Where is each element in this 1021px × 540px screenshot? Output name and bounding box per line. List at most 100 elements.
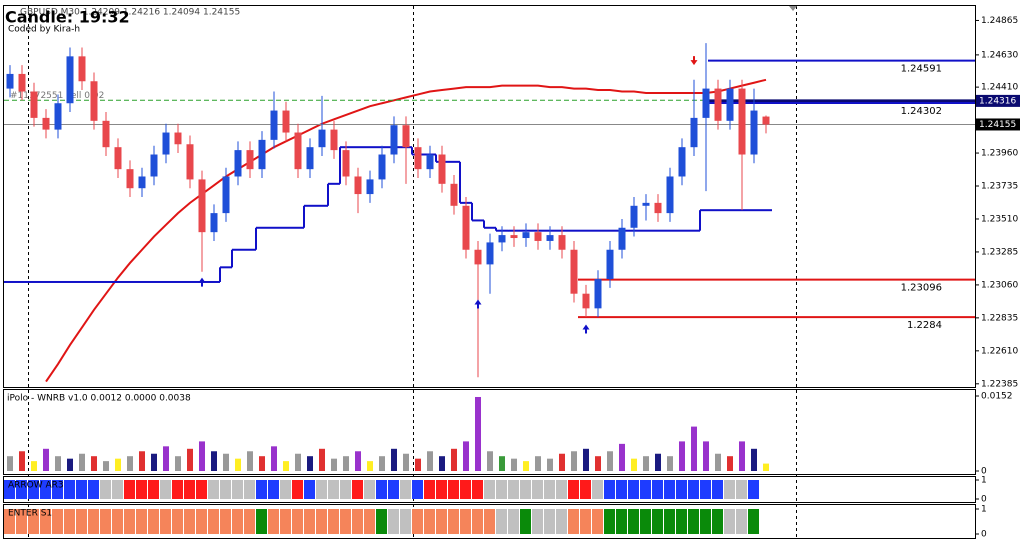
volume-bar xyxy=(619,443,625,471)
state-block xyxy=(88,509,99,534)
candle-body xyxy=(414,147,422,170)
state-block xyxy=(604,509,615,534)
state-block xyxy=(76,509,87,534)
volume-bar xyxy=(7,456,13,471)
state-block xyxy=(700,480,711,499)
volume-bar xyxy=(91,456,97,471)
volume-panel xyxy=(3,389,976,475)
state-block xyxy=(544,480,555,499)
volume-bar xyxy=(643,456,649,471)
volume-bar xyxy=(679,441,685,471)
volume-bar xyxy=(319,448,325,471)
volume-bar xyxy=(499,456,505,471)
y-tick-label: 1.22835 xyxy=(981,313,1018,323)
buy-arrow xyxy=(474,299,482,309)
annotation: Coded by Kira-h xyxy=(8,25,80,35)
state-block xyxy=(340,480,351,499)
candle-body xyxy=(198,179,206,233)
candle-body xyxy=(258,139,266,170)
enter-panel xyxy=(3,504,976,539)
volume-bar xyxy=(175,456,181,471)
candle-body xyxy=(102,120,110,148)
state-block xyxy=(220,480,231,499)
state-block xyxy=(436,509,447,534)
candle-body xyxy=(474,249,482,265)
candle-body xyxy=(702,88,710,118)
volume-bar xyxy=(655,453,661,471)
state-block xyxy=(748,509,759,534)
candle-body xyxy=(738,88,746,155)
price-tag xyxy=(976,118,1020,131)
state-block xyxy=(700,509,711,534)
state-block xyxy=(208,509,219,534)
candle-body xyxy=(66,56,74,104)
candle-body xyxy=(690,117,698,148)
candle-body xyxy=(450,183,458,206)
state-block xyxy=(676,509,687,534)
candle-body xyxy=(222,176,230,214)
candle-body xyxy=(18,73,26,92)
volume-bar xyxy=(463,441,469,471)
y-tick-label: 1.23960 xyxy=(981,149,1018,159)
volume-bar xyxy=(439,456,445,471)
volume-bar xyxy=(763,463,769,471)
y-tick-label: 0 xyxy=(981,530,987,540)
volume-bar xyxy=(199,441,205,471)
volume-bar xyxy=(331,458,337,471)
state-block xyxy=(724,480,735,499)
volume-bar xyxy=(487,451,493,471)
state-block xyxy=(532,480,543,499)
volume-bar xyxy=(691,426,697,471)
candle-body xyxy=(678,147,686,177)
candle-body xyxy=(126,169,134,189)
volume-bar xyxy=(403,453,409,471)
state-block xyxy=(196,480,207,499)
state-block xyxy=(628,509,639,534)
shift-marker xyxy=(789,6,797,11)
volume-bar xyxy=(475,396,481,471)
state-block xyxy=(424,480,435,499)
arrow-panel xyxy=(3,476,976,503)
level-label: 1.24591 xyxy=(901,64,942,75)
candle-body xyxy=(174,132,182,145)
state-block xyxy=(352,509,363,534)
moving-average xyxy=(45,78,767,383)
state-block xyxy=(16,480,27,499)
state-block xyxy=(688,480,699,499)
state-block xyxy=(736,480,747,499)
state-block xyxy=(64,509,75,534)
state-block xyxy=(460,509,471,534)
candle-body xyxy=(378,154,386,180)
candle-body xyxy=(462,205,470,250)
candle-body xyxy=(654,202,662,214)
state-block xyxy=(268,480,279,499)
candle-body xyxy=(594,279,602,309)
state-block xyxy=(316,480,327,499)
state-block xyxy=(4,480,15,499)
candle-body xyxy=(402,125,410,148)
volume-bar xyxy=(343,456,349,471)
volume-bar xyxy=(535,456,541,471)
state-block xyxy=(508,509,519,534)
state-block xyxy=(52,509,63,534)
period-separators xyxy=(28,6,797,538)
state-block xyxy=(100,509,111,534)
state-block xyxy=(400,509,411,534)
state-block xyxy=(628,480,639,499)
state-block xyxy=(556,480,567,499)
state-block xyxy=(412,509,423,534)
state-block xyxy=(76,480,87,499)
state-block xyxy=(136,480,147,499)
volume-bar xyxy=(511,458,517,471)
volume-bar xyxy=(67,458,73,471)
state-block xyxy=(184,509,195,534)
y-tick-label: 0 xyxy=(981,495,987,505)
state-block xyxy=(376,509,387,534)
state-block xyxy=(52,480,63,499)
volume-bar xyxy=(55,456,61,471)
volume-bar xyxy=(31,461,37,471)
volume-bar xyxy=(367,461,373,471)
state-block xyxy=(448,509,459,534)
volume-bar xyxy=(43,448,49,471)
